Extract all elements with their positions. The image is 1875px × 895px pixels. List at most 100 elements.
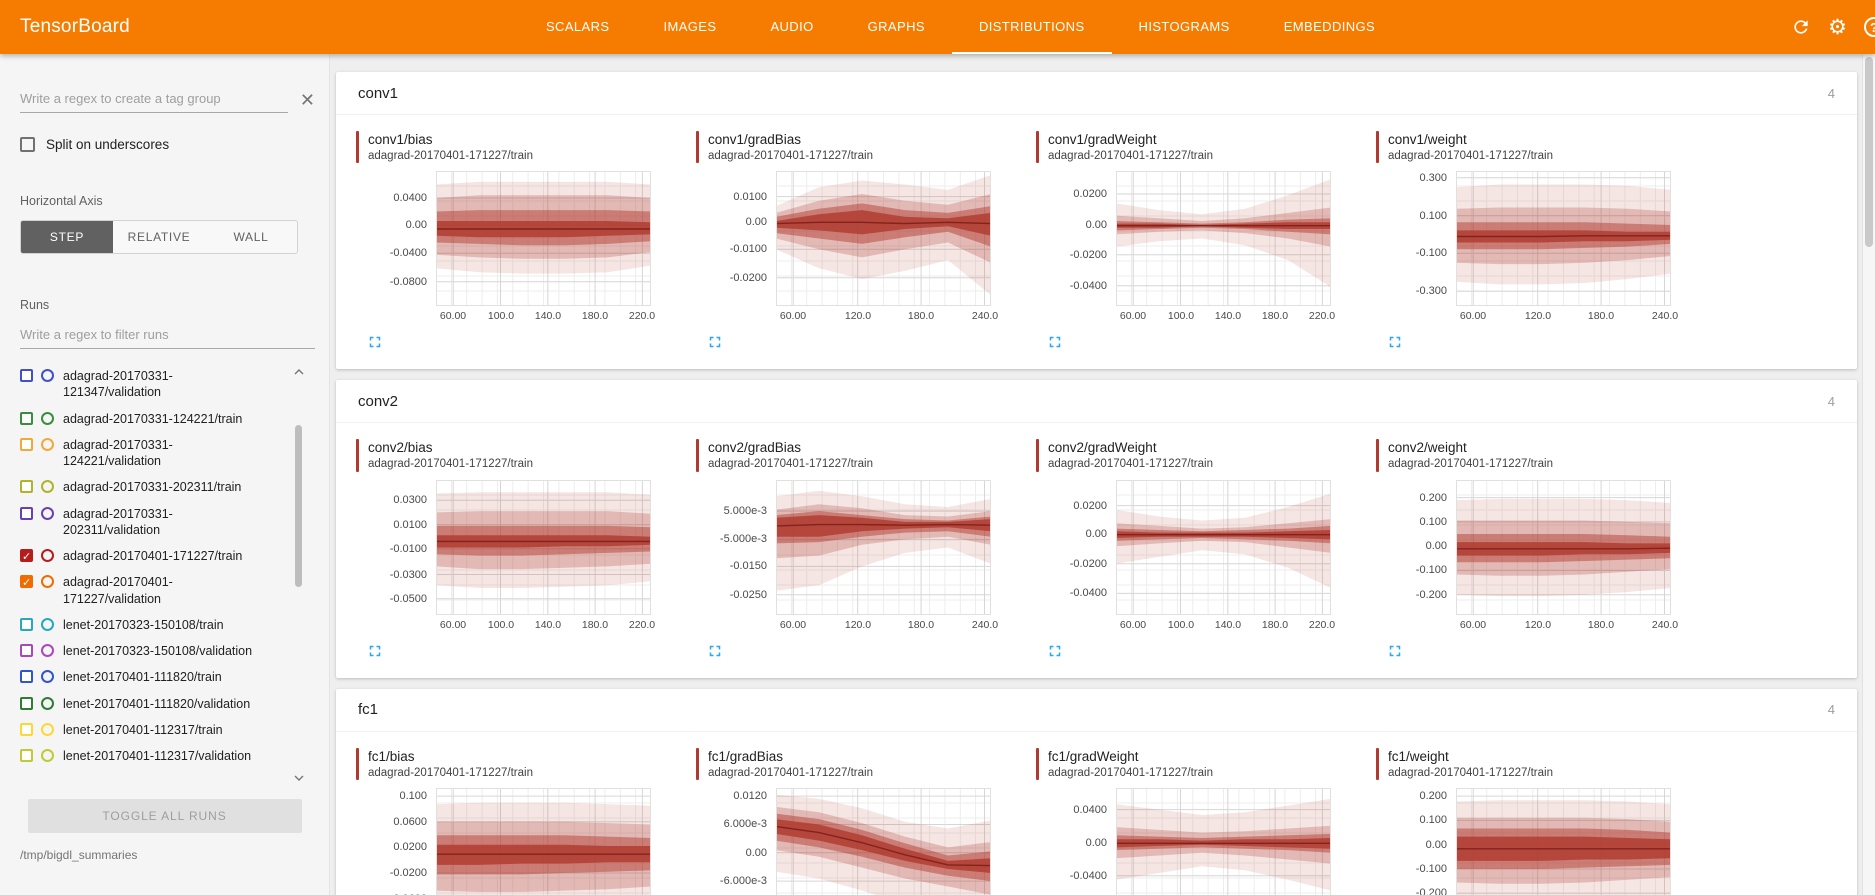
run-checkbox[interactable] xyxy=(20,411,33,425)
split-underscores-row[interactable]: Split on underscores xyxy=(20,137,309,152)
run-label: adagrad-20170331-124221/train xyxy=(63,411,243,426)
x-tick-label: 100.0 xyxy=(487,310,515,323)
scrollbar-thumb[interactable] xyxy=(295,425,302,587)
run-color-radio[interactable] xyxy=(41,617,54,631)
run-row[interactable]: adagrad-20170331-124221/train xyxy=(20,406,279,432)
runs-scrollbar[interactable] xyxy=(293,363,305,787)
fullscreen-icon xyxy=(366,333,384,351)
expand-chart-button[interactable] xyxy=(1044,640,1066,662)
run-row[interactable]: ✓ adagrad-20170401-171227/validation xyxy=(20,569,279,612)
run-color-bar xyxy=(1376,439,1379,472)
run-color-radio[interactable] xyxy=(41,722,54,736)
run-color-radio[interactable] xyxy=(41,644,54,657)
run-row[interactable]: adagrad-20170331-202311/validation xyxy=(20,501,279,544)
y-axis-labels: 0.300 0.100 -0.100 -0.300 xyxy=(1376,171,1456,306)
run-checkbox[interactable] xyxy=(20,369,33,382)
run-row[interactable]: lenet-20170401-112317/train xyxy=(20,717,279,743)
expand-chart-button[interactable] xyxy=(1044,331,1066,353)
tab-distributions[interactable]: DISTRIBUTIONS xyxy=(951,0,1112,54)
main-scrollbar[interactable] xyxy=(1862,54,1875,895)
y-tick-label: -0.200 xyxy=(1415,588,1447,601)
run-row[interactable]: lenet-20170323-150108/validation xyxy=(20,638,279,664)
run-checkbox[interactable] xyxy=(20,670,33,684)
run-color-radio[interactable] xyxy=(41,549,54,562)
run-color-radio[interactable] xyxy=(41,749,54,762)
expand-chart-button[interactable] xyxy=(704,640,726,662)
run-color-radio[interactable] xyxy=(41,506,54,520)
refresh-button[interactable] xyxy=(1791,17,1811,37)
run-row[interactable]: lenet-20170401-111820/validation xyxy=(20,691,279,717)
run-color-radio[interactable] xyxy=(41,670,54,684)
section-header[interactable]: conv2 4 xyxy=(336,380,1857,422)
tag-group-regex-input[interactable] xyxy=(20,86,288,113)
plot-area xyxy=(776,788,991,895)
expand-chart-button[interactable] xyxy=(364,331,386,353)
tab-audio[interactable]: AUDIO xyxy=(770,18,814,34)
run-color-radio[interactable] xyxy=(41,575,54,589)
split-underscores-checkbox[interactable] xyxy=(20,137,35,152)
run-color-radio[interactable] xyxy=(41,437,54,451)
run-checkbox[interactable] xyxy=(20,696,33,710)
run-row[interactable]: lenet-20170401-111820/train xyxy=(20,664,279,690)
run-checkbox[interactable] xyxy=(20,617,33,631)
run-row[interactable]: lenet-20170323-150108/train xyxy=(20,612,279,638)
y-tick-label: -0.0400 xyxy=(389,247,427,260)
run-row[interactable]: ✓ adagrad-20170401-171227/train xyxy=(20,543,279,569)
run-label: lenet-20170401-111820/train xyxy=(63,670,222,685)
x-tick-label: 60.00 xyxy=(779,310,807,323)
main-scrollbar-thumb[interactable] xyxy=(1865,57,1873,247)
run-checkbox[interactable]: ✓ xyxy=(20,575,33,590)
x-tick-label: 180.0 xyxy=(907,618,935,631)
run-row[interactable]: adagrad-20170331-202311/train xyxy=(20,474,279,500)
expand-chart-button[interactable] xyxy=(1384,331,1406,353)
scroll-up-icon[interactable] xyxy=(293,369,305,375)
scroll-down-icon[interactable] xyxy=(293,775,305,781)
x-tick-label: 60.00 xyxy=(1119,618,1147,631)
y-tick-label: 0.00 xyxy=(745,216,767,229)
run-color-radio[interactable] xyxy=(41,411,54,425)
run-color-radio[interactable] xyxy=(41,696,54,710)
tab-histograms[interactable]: HISTOGRAMS xyxy=(1138,18,1230,34)
help-button[interactable]: ? xyxy=(1864,17,1875,37)
run-color-radio[interactable] xyxy=(41,369,54,382)
tab-images[interactable]: IMAGES xyxy=(663,18,717,34)
run-color-radio[interactable] xyxy=(41,480,54,494)
distribution-plot xyxy=(1116,171,1331,307)
expand-chart-button[interactable] xyxy=(364,640,386,662)
run-label: adagrad-20170331-121347/validation xyxy=(63,369,173,400)
tab-embeddings[interactable]: EMBEDDINGS xyxy=(1283,18,1376,34)
fullscreen-icon xyxy=(706,333,724,351)
expand-chart-button[interactable] xyxy=(1384,640,1406,662)
run-color-bar xyxy=(1376,747,1379,781)
tab-graphs[interactable]: GRAPHS xyxy=(867,18,925,34)
run-row[interactable]: lenet-20170401-112317/validation xyxy=(20,743,279,769)
axis-mode-wall[interactable]: WALL xyxy=(205,221,297,253)
run-label: adagrad-20170401-171227/train xyxy=(63,549,243,563)
run-filter-input[interactable] xyxy=(20,322,315,349)
run-checkbox[interactable] xyxy=(20,506,33,520)
section-header[interactable]: fc1 4 xyxy=(336,689,1857,731)
section-header[interactable]: conv1 4 xyxy=(336,72,1857,114)
y-axis-labels: 0.0200 0.00 -0.0200 -0.0400 xyxy=(1036,480,1116,615)
settings-button[interactable]: ⚙ xyxy=(1828,17,1847,38)
axis-mode-step[interactable]: STEP xyxy=(21,221,113,253)
x-tick-label: 180.0 xyxy=(1587,310,1615,323)
y-tick-label: -0.0600 xyxy=(390,893,427,895)
chart-title: conv1/bias xyxy=(368,132,433,147)
run-checkbox[interactable]: ✓ xyxy=(20,549,33,563)
x-tick-label: 220.0 xyxy=(1308,310,1336,323)
y-axis-labels: 5.000e-3 -5.000e-3 -0.0150 -0.0250 xyxy=(696,480,776,615)
run-checkbox[interactable] xyxy=(20,437,33,451)
run-checkbox[interactable] xyxy=(20,480,33,494)
tab-scalars[interactable]: SCALARS xyxy=(545,18,610,34)
run-checkbox[interactable] xyxy=(20,644,33,657)
axis-mode-relative[interactable]: RELATIVE xyxy=(113,221,205,253)
y-tick-label: -0.0200 xyxy=(729,272,767,285)
run-checkbox[interactable] xyxy=(20,749,33,762)
expand-chart-button[interactable] xyxy=(704,331,726,353)
run-checkbox[interactable] xyxy=(20,722,33,736)
run-row[interactable]: adagrad-20170331-124221/validation xyxy=(20,432,279,475)
clear-regex-icon[interactable]: ✕ xyxy=(299,89,315,110)
toggle-all-runs-button[interactable]: TOGGLE ALL RUNS xyxy=(27,799,302,833)
run-row[interactable]: adagrad-20170331-121347/validation xyxy=(20,363,279,406)
